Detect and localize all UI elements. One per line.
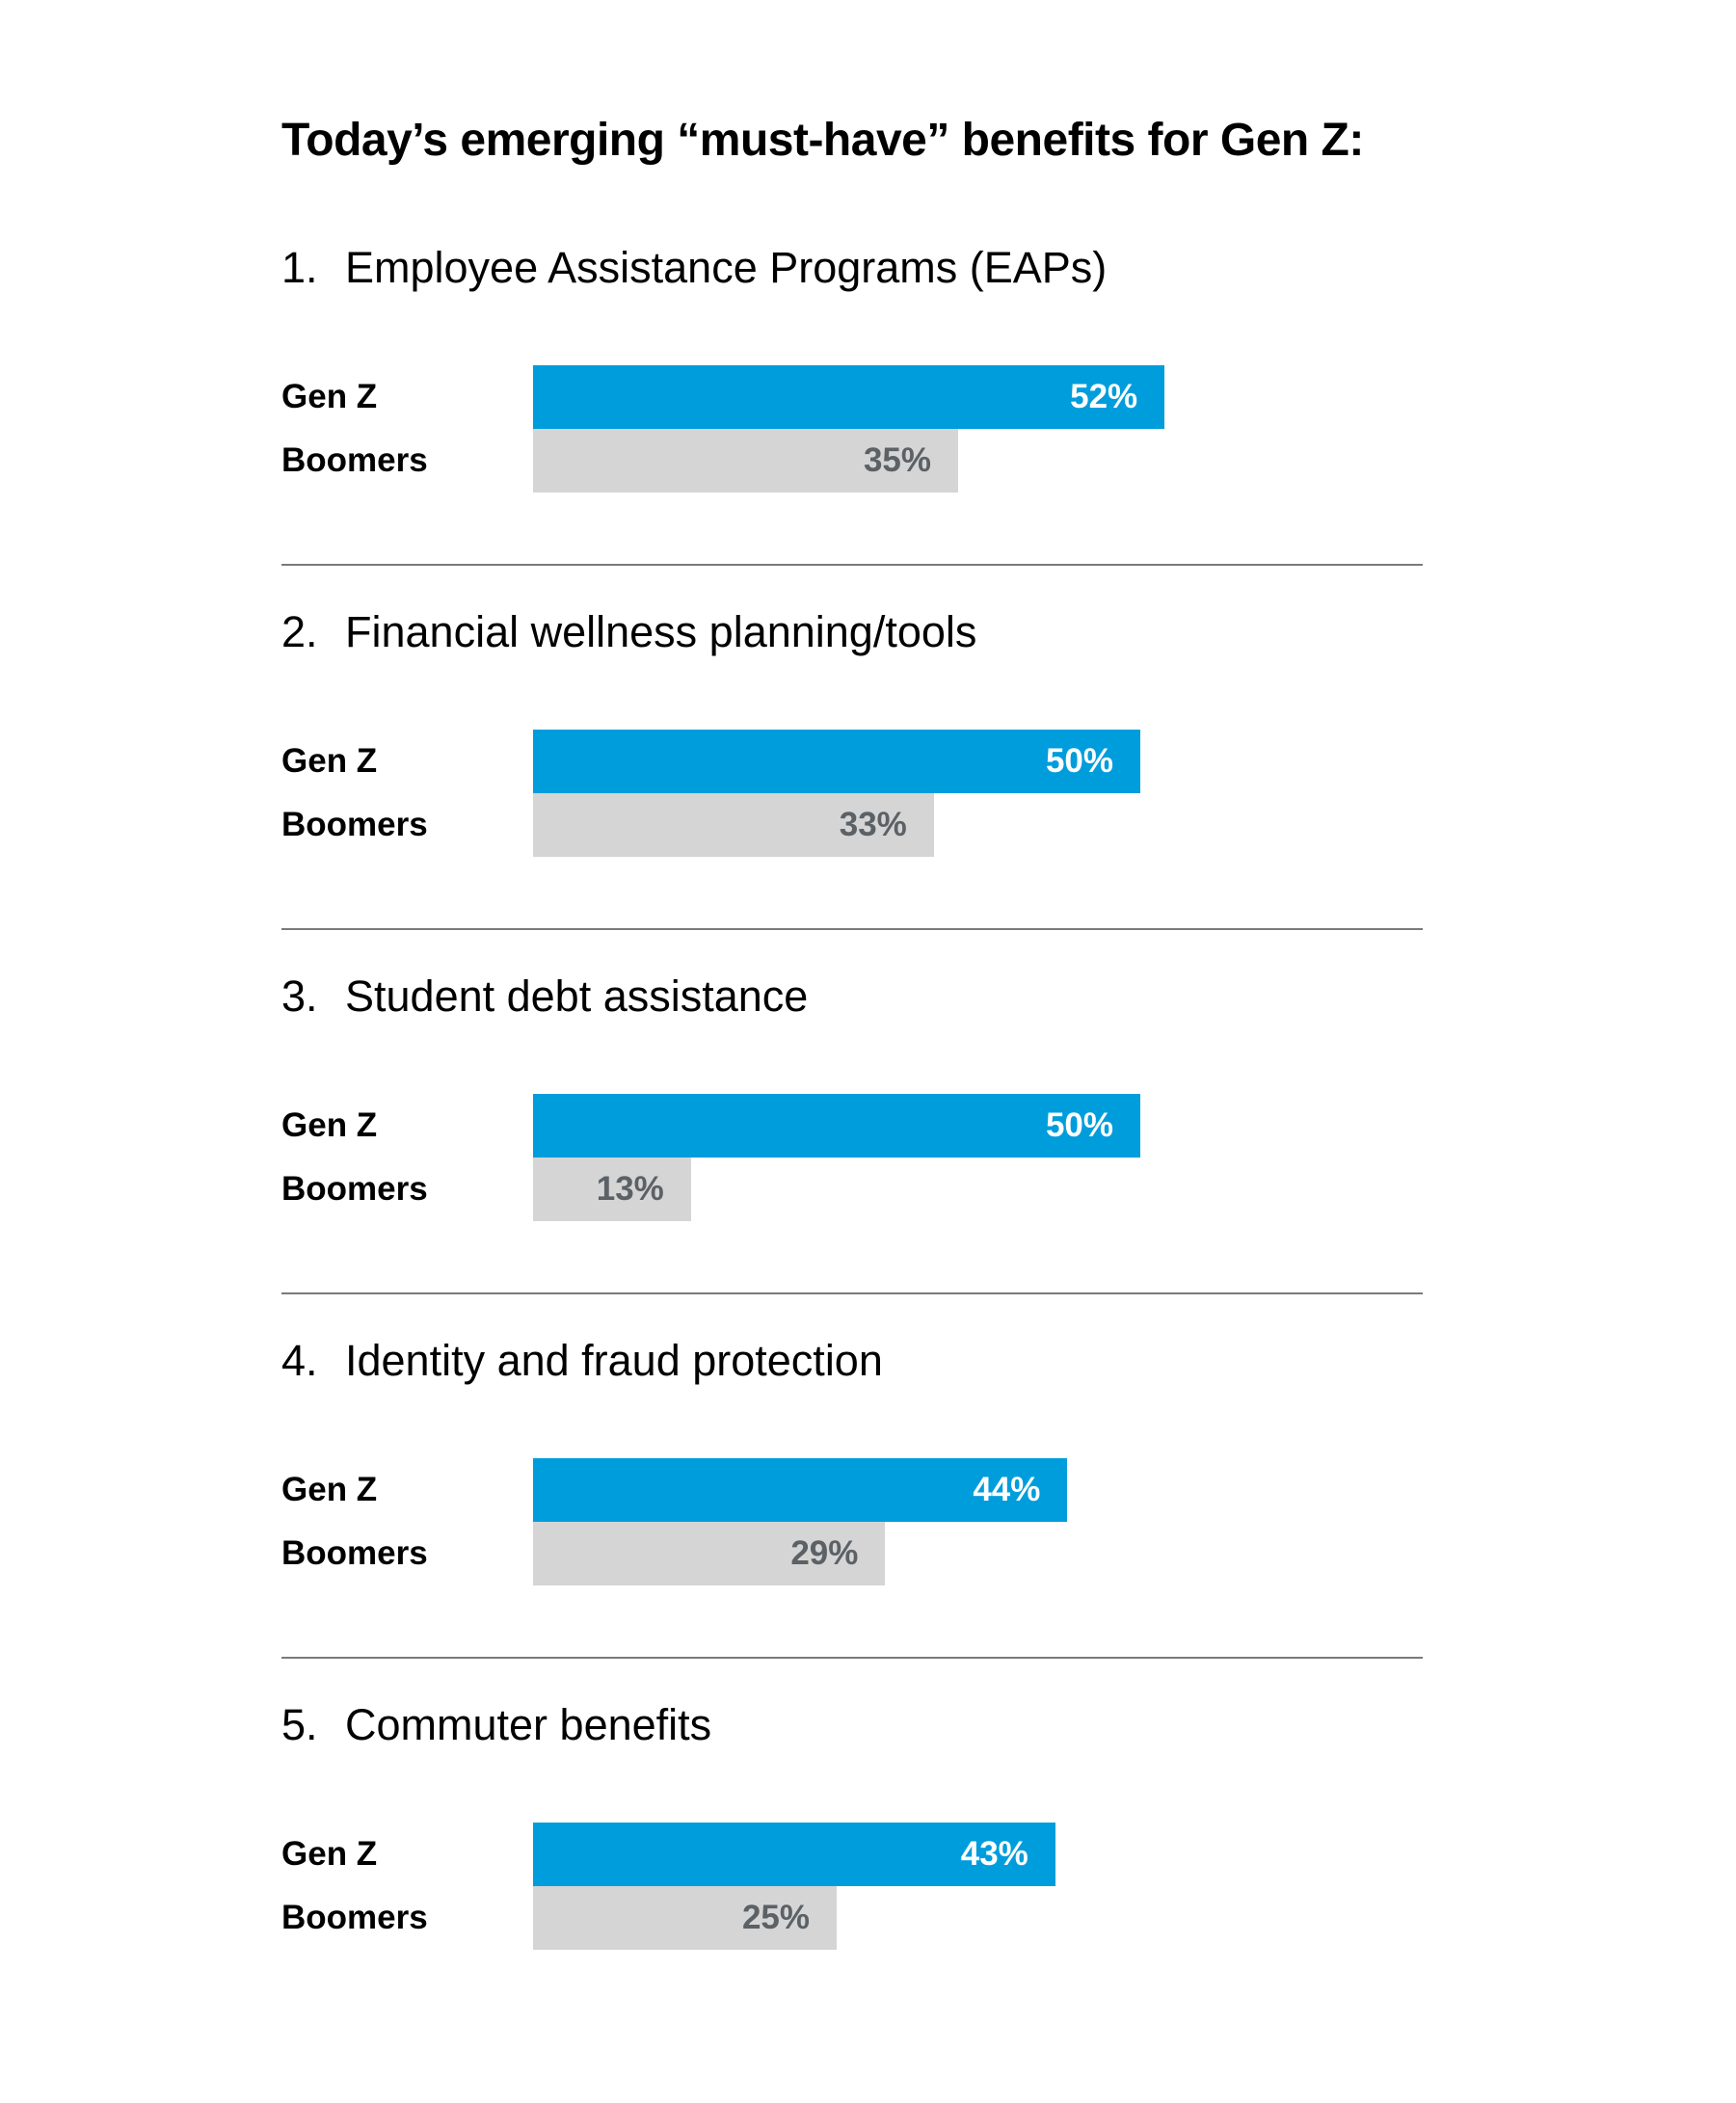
bar-gen-z: 44%	[533, 1458, 1068, 1522]
bar-boomers: 29%	[533, 1522, 886, 1585]
bar-boomers: 13%	[533, 1158, 691, 1221]
data-label: 50%	[1045, 742, 1113, 780]
data-label: 25%	[741, 1899, 810, 1936]
series-label: Boomers	[281, 1899, 428, 1936]
series-label: Gen Z	[281, 742, 378, 780]
series-label: Boomers	[281, 1170, 428, 1208]
data-label: 44%	[973, 1471, 1041, 1508]
benefit-section: 1. Employee Assistance Programs (EAPs) Gen…	[281, 243, 1423, 607]
benefit-section: 5. Commuter benefits Gen Z 43% Boomers 25%	[281, 1700, 1423, 2064]
bar-row: Gen Z 50%	[281, 1094, 1423, 1158]
data-label: 50%	[1045, 1106, 1113, 1144]
bar-row: Boomers 13%	[281, 1158, 1423, 1221]
series-label: Gen Z	[281, 1106, 378, 1144]
series-label: Boomers	[281, 806, 428, 843]
series-label: Gen Z	[281, 1471, 378, 1508]
benefit-number: 4.	[281, 1336, 318, 1385]
benefit-section: 3. Student debt assistance Gen Z 50% Boomers…	[281, 972, 1423, 1336]
data-label: 29%	[790, 1534, 859, 1572]
bar-row: Boomers 29%	[281, 1522, 1423, 1585]
benefit-heading: 2. Financial wellness planning/tools	[281, 607, 976, 657]
benefit-heading: 1. Employee Assistance Programs (EAPs)	[281, 243, 1107, 293]
benefit-heading: 5. Commuter benefits	[281, 1700, 711, 1750]
benefit-section: 4. Identity and fraud protection Gen Z 44% B…	[281, 1336, 1423, 1700]
bar-gen-z: 50%	[533, 730, 1140, 793]
bar-gen-z: 43%	[533, 1823, 1055, 1886]
benefit-label: Student debt assistance	[345, 972, 809, 1021]
section-divider	[281, 564, 1423, 566]
bar-row: Gen Z 44%	[281, 1458, 1423, 1522]
data-label: 43%	[960, 1835, 1028, 1873]
benefit-number: 3.	[281, 972, 318, 1021]
bar-row: Boomers 25%	[281, 1886, 1423, 1950]
bar-gen-z: 50%	[533, 1094, 1140, 1158]
series-label: Gen Z	[281, 378, 378, 415]
benefit-label: Commuter benefits	[345, 1700, 712, 1749]
benefit-heading: 3. Student debt assistance	[281, 972, 808, 1022]
benefit-heading: 4. Identity and fraud protection	[281, 1336, 883, 1386]
benefit-label: Financial wellness planning/tools	[345, 607, 977, 656]
chart-title: Today’s emerging “must-have” benefits fo…	[281, 115, 1364, 166]
bar-row: Boomers 35%	[281, 429, 1423, 492]
benefit-section: 2. Financial wellness planning/tools Gen Z…	[281, 607, 1423, 972]
benefit-number: 1.	[281, 243, 318, 292]
bar-gen-z: 52%	[533, 365, 1165, 429]
bar-row: Gen Z 50%	[281, 730, 1423, 793]
series-label: Boomers	[281, 1534, 428, 1572]
section-divider	[281, 928, 1423, 930]
series-label: Boomers	[281, 441, 428, 479]
data-label: 52%	[1070, 378, 1138, 415]
benefit-number: 5.	[281, 1700, 318, 1749]
benefit-label: Identity and fraud protection	[345, 1336, 883, 1385]
bar-boomers: 33%	[533, 793, 934, 857]
benefit-number: 2.	[281, 607, 318, 656]
bar-boomers: 25%	[533, 1886, 837, 1950]
data-label: 33%	[839, 806, 907, 843]
section-divider	[281, 1657, 1423, 1659]
bar-row: Gen Z 43%	[281, 1823, 1423, 1886]
data-label: 13%	[596, 1170, 664, 1208]
data-label: 35%	[863, 441, 931, 479]
benefit-label: Employee Assistance Programs (EAPs)	[345, 243, 1108, 292]
section-divider	[281, 1292, 1423, 1294]
series-label: Gen Z	[281, 1835, 378, 1873]
bar-row: Gen Z 52%	[281, 365, 1423, 429]
bar-row: Boomers 33%	[281, 793, 1423, 857]
bar-boomers: 35%	[533, 429, 958, 492]
